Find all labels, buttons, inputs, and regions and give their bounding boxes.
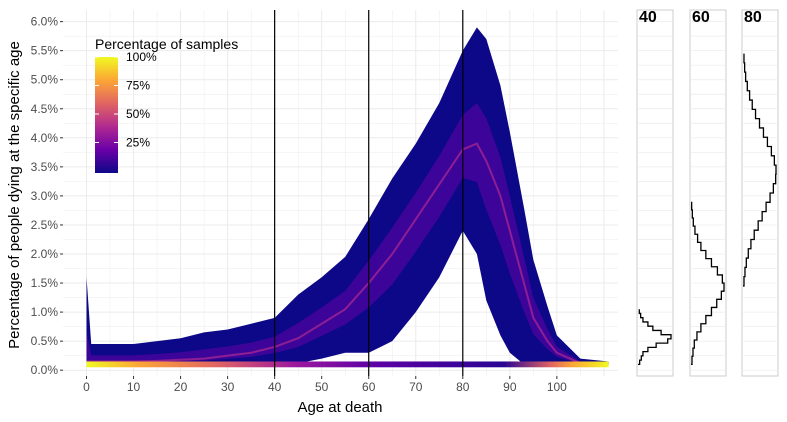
- y-tick-label: 3.5%: [31, 160, 59, 174]
- side-panel-80: 80: [741, 9, 779, 377]
- legend-label: 100%: [126, 50, 157, 64]
- side-density-line: [638, 309, 672, 366]
- legend-label: 75%: [126, 79, 150, 93]
- x-tick-label: 70: [409, 380, 423, 394]
- y-tick-label: 0.0%: [31, 363, 59, 377]
- y-tick-label: 5.0%: [31, 73, 59, 87]
- y-axis-title: Percentage of people dying at the specif…: [6, 41, 23, 349]
- x-tick-label: 50: [315, 380, 329, 394]
- y-tick-label: 4.0%: [31, 131, 59, 145]
- legend-label: 25%: [126, 136, 150, 150]
- x-tick-label: 30: [221, 380, 235, 394]
- legend-label: 50%: [126, 107, 150, 121]
- side-panel-frame: [636, 9, 674, 377]
- x-tick-label: 20: [174, 380, 188, 394]
- side-panels: 40 60 80: [636, 9, 779, 377]
- side-panel-40: 40: [636, 9, 674, 377]
- x-tick-label: 10: [127, 380, 141, 394]
- legend: Percentage of samples 100% 75% 50% 25%: [95, 36, 238, 173]
- x-tick-label: 60: [362, 380, 376, 394]
- x-axis-title: Age at death: [297, 399, 382, 416]
- density-ridge: [86, 142, 609, 365]
- y-tick-label: 2.5%: [31, 218, 59, 232]
- side-panel-label: 60: [692, 9, 710, 26]
- y-tick-label: 0.5%: [31, 334, 59, 348]
- legend-title: Percentage of samples: [95, 36, 238, 52]
- legend-colorbar: [95, 57, 118, 173]
- side-density-line: [743, 53, 777, 287]
- main-plot-panel: 0 10 20 30 40 50 60 70 80 90 100 0.0% 0.5% 1.0% 1.5% 2.…: [31, 10, 618, 394]
- y-tick-label: 2.0%: [31, 247, 59, 261]
- x-tick-label: 0: [83, 380, 90, 394]
- x-tick-label: 100: [547, 380, 567, 394]
- side-density-line: [691, 201, 725, 366]
- side-panel-label: 80: [744, 9, 762, 26]
- density-core: [86, 102, 609, 364]
- y-tick-label: 3.0%: [31, 189, 59, 203]
- x-tick-label: 40: [268, 380, 282, 394]
- y-tick-label: 1.0%: [31, 305, 59, 319]
- side-panel-60: 60: [689, 9, 727, 377]
- y-tick-label: 1.5%: [31, 276, 59, 290]
- y-tick-label: 4.5%: [31, 102, 59, 116]
- side-panel-label: 40: [639, 9, 657, 26]
- baseline-band: [86, 361, 609, 368]
- x-tick-label: 80: [456, 380, 470, 394]
- y-tick-label: 6.0%: [31, 15, 59, 29]
- y-tick-label: 5.5%: [31, 44, 59, 58]
- x-tick-label: 90: [503, 380, 517, 394]
